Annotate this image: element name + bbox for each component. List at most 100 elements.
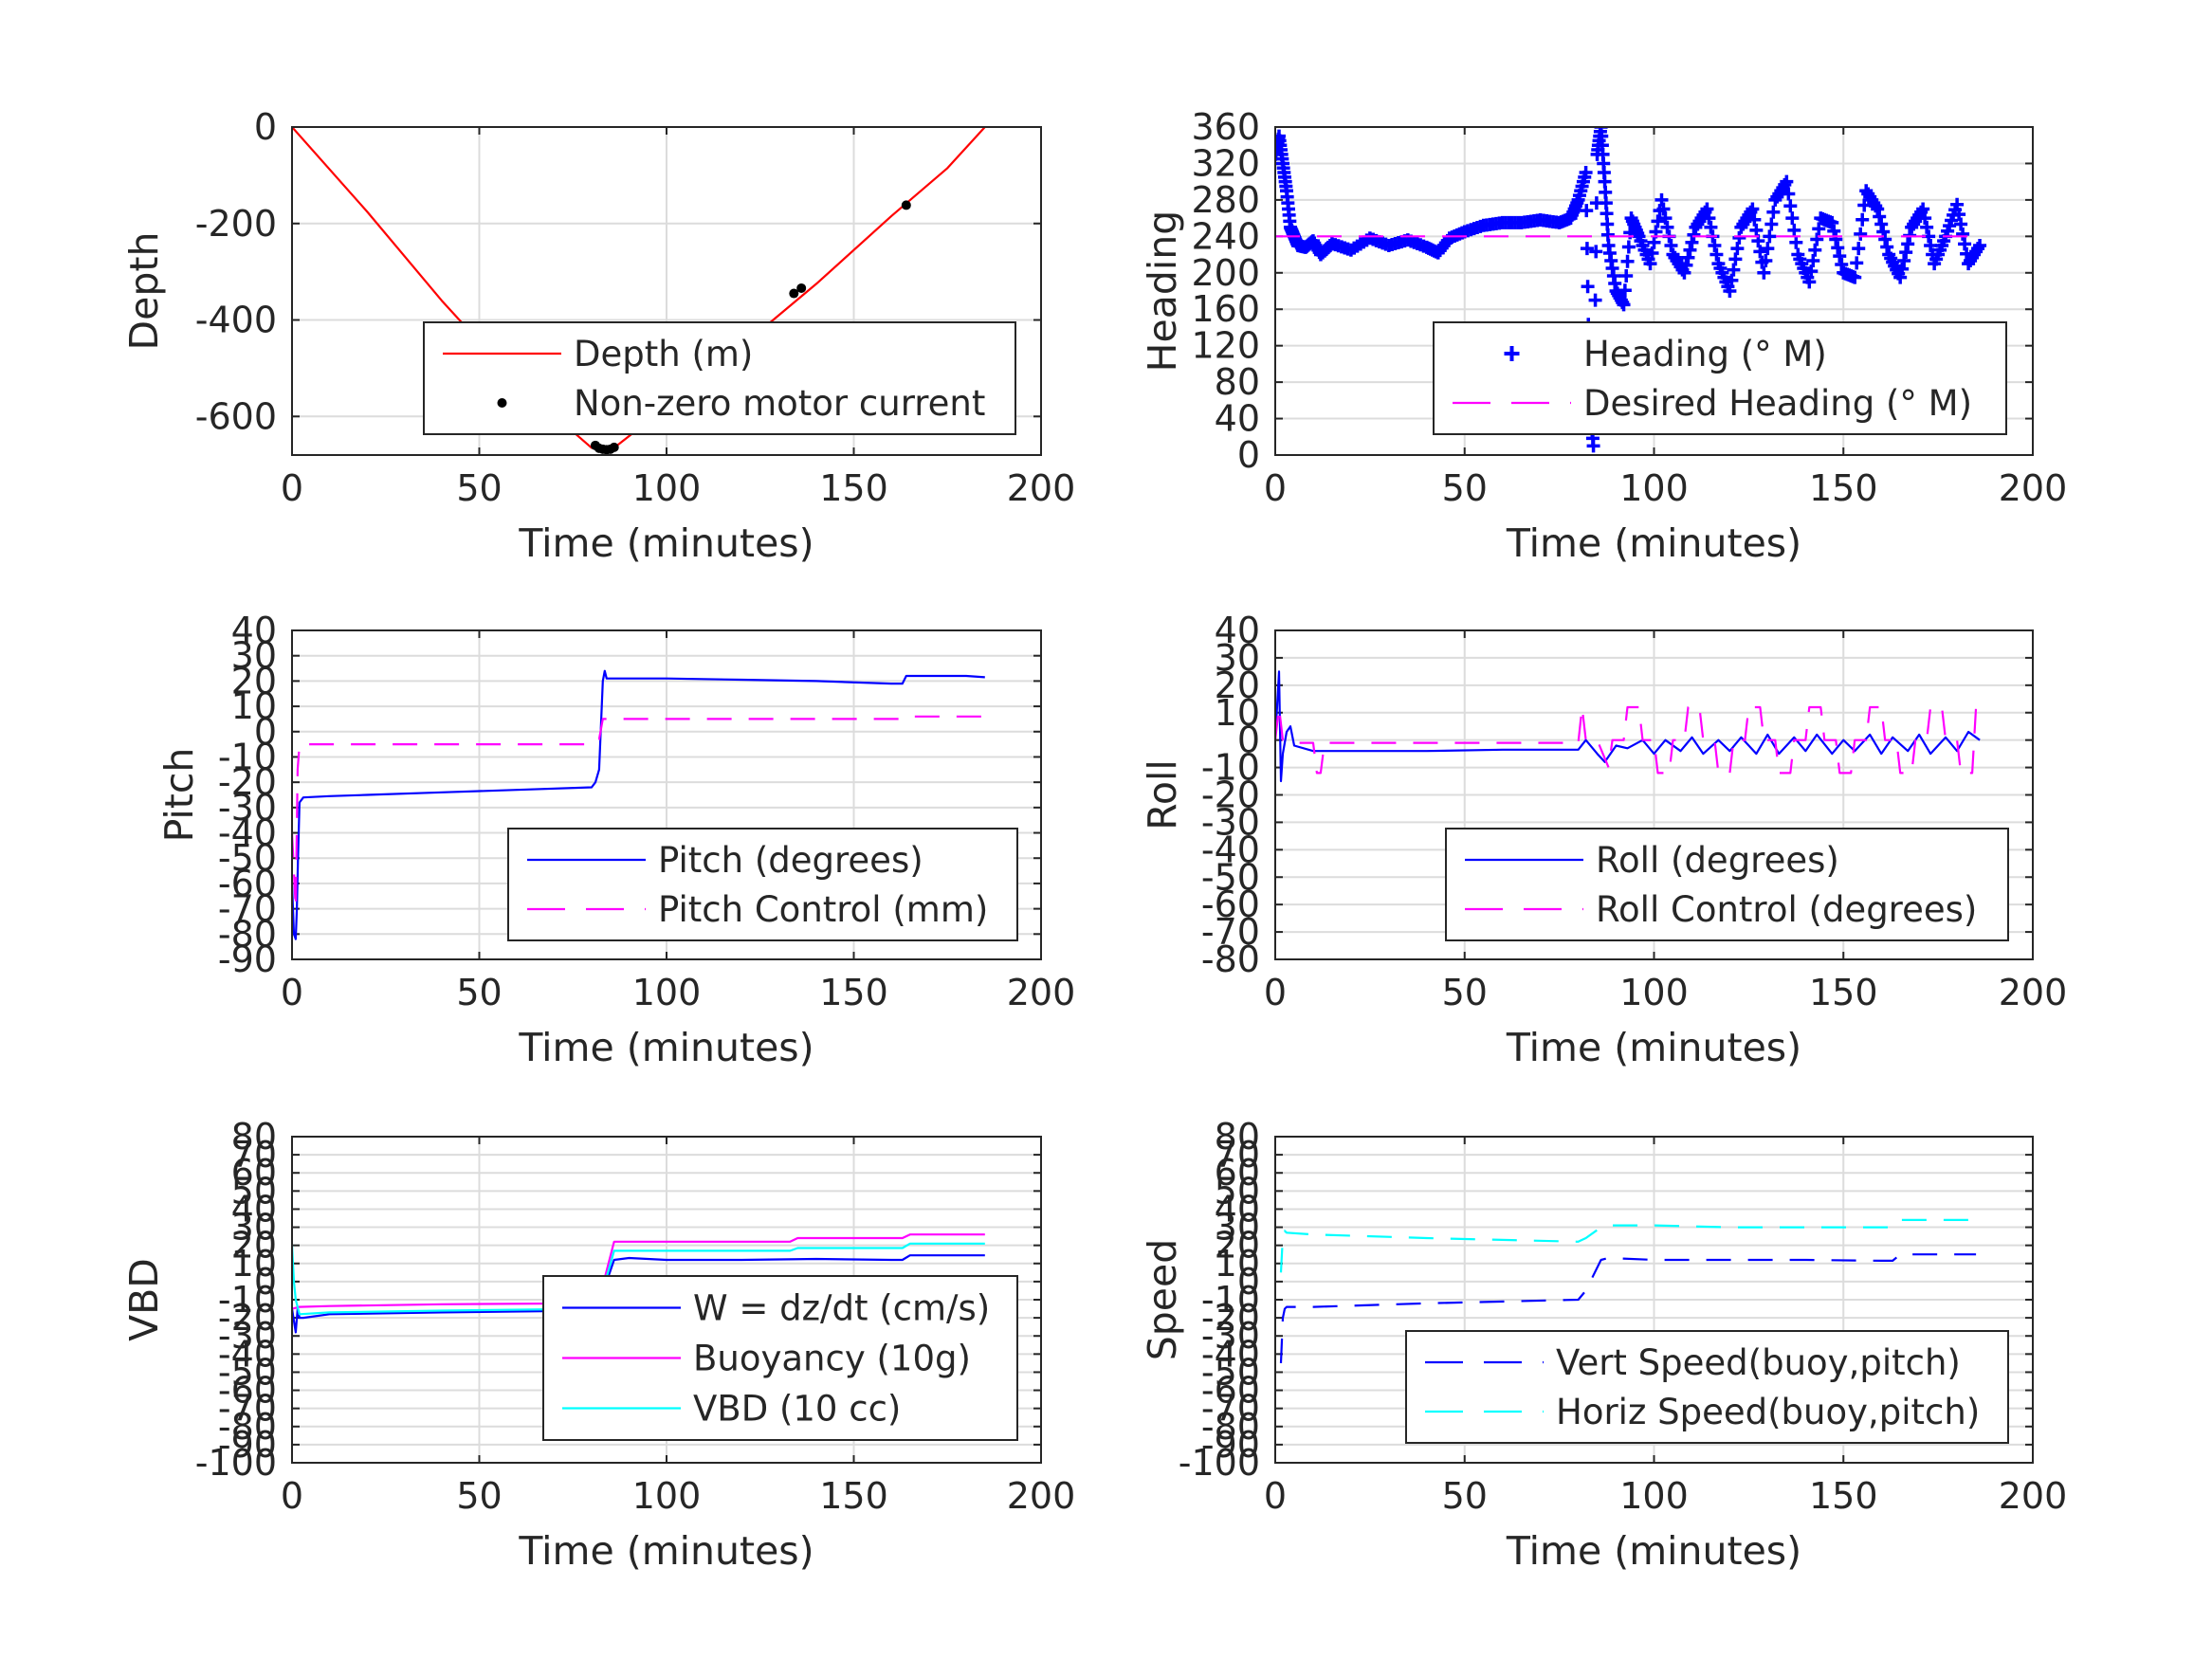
- legend-box: [1433, 321, 2007, 435]
- heading-marker: [1580, 204, 1594, 218]
- x-tick-label: 200: [1999, 467, 2068, 509]
- x-tick-label: 200: [1999, 972, 2068, 1013]
- heading-marker: [1645, 246, 1659, 260]
- heading-marker: [1952, 208, 1966, 222]
- heading-marker: [1656, 202, 1671, 216]
- heading-marker: [1618, 283, 1632, 298]
- heading-marker: [1749, 223, 1764, 237]
- x-tick-label: 0: [1264, 467, 1287, 509]
- chart-vbd: 0 50 100 150 200-100-90-80-70-60-50-40-30-20…: [121, 1116, 1075, 1574]
- heading-marker: [1761, 242, 1775, 256]
- y-tick-label: -30: [1201, 1315, 1260, 1357]
- heading-marker: [1835, 257, 1849, 271]
- x-tick-label: 100: [1619, 1475, 1689, 1517]
- x-tick-label: 200: [1999, 1475, 2068, 1517]
- y-tick-label: -40: [1201, 1333, 1260, 1375]
- x-tick-label: 200: [1007, 1475, 1076, 1517]
- legend: Roll (degrees) Roll Control (degrees): [1445, 828, 2009, 941]
- axes-box: [291, 629, 1042, 960]
- heading-marker: [1812, 222, 1826, 236]
- y-tick-label: -70: [218, 888, 277, 930]
- chart-heading: 0 50 100 150 20004080120160200240280320360Ti…: [1140, 106, 2067, 566]
- heading-marker: [1856, 212, 1870, 227]
- x-tick-label: 100: [632, 972, 702, 1013]
- y-tick-label: -80: [1201, 1406, 1260, 1448]
- x-axis-label: Time (minutes): [518, 1528, 814, 1574]
- legend-label: Heading (° M): [1583, 334, 1827, 374]
- y-axis-label: Speed: [1140, 1239, 1185, 1361]
- x-tick-label: 50: [1442, 467, 1488, 509]
- y-tick-label: 60: [1215, 1152, 1260, 1194]
- y-tick-label: -100: [1179, 1442, 1260, 1484]
- y-tick-label: 80: [1215, 1116, 1260, 1158]
- y-tick-label: 200: [1191, 252, 1260, 294]
- y-tick-label: -40: [218, 812, 277, 854]
- heading-marker: [1681, 250, 1695, 264]
- y-tick-label: -90: [218, 939, 277, 980]
- series-roll-1: [1275, 705, 1978, 775]
- x-tick-label: 0: [281, 467, 303, 509]
- heading-marker: [1581, 280, 1595, 294]
- series-vbd-1: [292, 1233, 985, 1310]
- series-speed-1: [1279, 1218, 1977, 1273]
- legend-label: Roll (degrees): [1596, 840, 1839, 881]
- series-pitch-1: [292, 715, 985, 910]
- x-axis-label: Time (minutes): [518, 1025, 814, 1070]
- chart-depth: 0 50 100 150 200 0 -200 -400 -600 Time (minutes) D…: [121, 106, 1075, 566]
- y-axis-label: Heading: [1140, 210, 1185, 373]
- heading-marker: [1780, 174, 1794, 189]
- x-axis-label: Time (minutes): [1506, 1528, 1801, 1574]
- heading-marker: [1763, 229, 1777, 244]
- heading-marker: [1852, 242, 1866, 256]
- legend-label: VBD (10 cc): [693, 1389, 901, 1430]
- legend-label: Vert Speed(buoy,pitch): [1556, 1342, 1961, 1383]
- y-tick-label: -90: [218, 1424, 277, 1466]
- heading-marker: [1579, 166, 1593, 180]
- y-tick-label: 40: [231, 610, 277, 651]
- y-tick-label: -400: [195, 300, 277, 341]
- heading-marker: [1831, 241, 1845, 255]
- y-tick-label: -20: [1201, 775, 1260, 816]
- x-tick-label: 150: [1809, 972, 1878, 1013]
- heading-marker: [1874, 217, 1889, 231]
- heading-marker: [1757, 265, 1771, 280]
- heading-marker: [1643, 257, 1657, 271]
- heading-marker: [1871, 202, 1885, 216]
- legend: Depth (m) Non-zero motor current: [423, 321, 1016, 435]
- y-tick-label: 40: [1215, 398, 1260, 440]
- axes-box: [1274, 126, 2034, 456]
- y-tick-label: -30: [218, 1315, 277, 1357]
- y-tick-label: -50: [218, 837, 277, 879]
- axes-box: [291, 126, 1042, 456]
- y-tick-label: -70: [218, 1388, 277, 1430]
- plot-series: [292, 127, 986, 455]
- y-axis-label: VBD: [121, 1258, 167, 1341]
- heading-marker: [1808, 243, 1822, 257]
- heading-marker: [1920, 220, 1934, 234]
- legend-label: Pitch (degrees): [658, 840, 923, 881]
- y-tick-label: -10: [1201, 1279, 1260, 1321]
- heading-marker: [1785, 211, 1800, 226]
- heading-marker: [1687, 228, 1701, 242]
- heading-marker: [1787, 223, 1801, 237]
- chart-roll: 0 50 100 150 200-80-70-60-50-40-30-20-100102…: [1140, 610, 2067, 1070]
- y-tick-label: -70: [1201, 1388, 1260, 1430]
- heading-marker: [1677, 265, 1691, 280]
- heading-marker: [1924, 238, 1938, 252]
- y-tick-label: 40: [1215, 1188, 1260, 1230]
- y-tick-label: 0: [1237, 1261, 1260, 1303]
- heading-marker: [1829, 232, 1843, 246]
- y-tick-label: 0: [254, 106, 277, 148]
- heading-marker: [1850, 256, 1864, 270]
- heading-marker: [1679, 258, 1693, 272]
- heading-marker: [1660, 220, 1674, 234]
- y-tick-label: 0: [1237, 720, 1260, 761]
- y-tick-label: 20: [231, 660, 277, 702]
- y-tick-label: -60: [1201, 884, 1260, 925]
- y-tick-label: 240: [1191, 215, 1260, 257]
- heading-marker: [1704, 220, 1718, 234]
- x-tick-label: 50: [456, 1475, 502, 1517]
- legend-swatch: [497, 398, 507, 408]
- x-tick-label: 50: [456, 467, 502, 509]
